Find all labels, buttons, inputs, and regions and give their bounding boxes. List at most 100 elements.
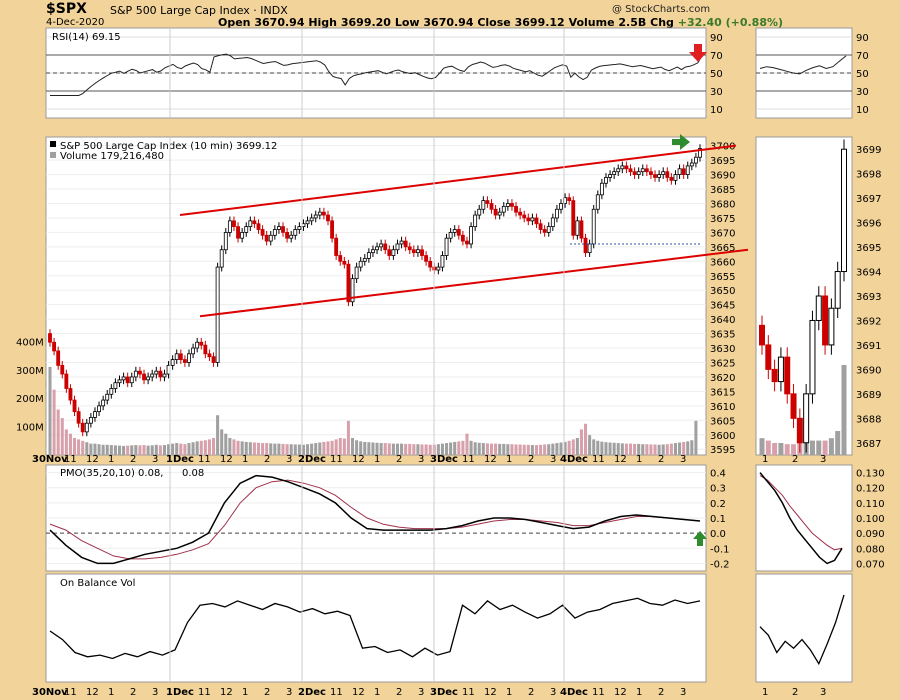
candle-body bbox=[653, 174, 657, 178]
volume-bar bbox=[367, 442, 371, 455]
pmo-right-axis-label: 0.130 bbox=[856, 469, 885, 480]
volume-bar bbox=[122, 445, 126, 455]
right-volume-bar bbox=[835, 431, 841, 455]
candle-body bbox=[121, 376, 126, 381]
volume-bar bbox=[477, 442, 481, 455]
price-axis-label: 3625 bbox=[710, 358, 735, 369]
volume-bar bbox=[350, 437, 355, 455]
red-down-arrow-icon bbox=[689, 44, 707, 62]
pmo-axis-label: 0.4 bbox=[710, 469, 726, 480]
x-axis-label: 3 bbox=[286, 454, 292, 465]
right-candle-body bbox=[809, 319, 816, 395]
volume-bar bbox=[338, 437, 342, 455]
candle-body bbox=[698, 148, 702, 158]
volume-bar bbox=[579, 429, 583, 455]
candle-body bbox=[252, 220, 257, 225]
volume-bar bbox=[216, 415, 220, 455]
candle-body bbox=[640, 168, 645, 173]
volume-bar bbox=[240, 441, 244, 455]
volume-bar bbox=[624, 443, 628, 455]
volume-bar bbox=[211, 437, 216, 455]
candle-body bbox=[317, 211, 322, 216]
right-x-axis-label: 3 bbox=[820, 454, 826, 465]
volume-bar bbox=[179, 443, 183, 455]
candle-body bbox=[236, 226, 240, 239]
candle-body bbox=[481, 200, 486, 210]
volume-bar bbox=[485, 443, 489, 455]
pmo-axis-label: 0.0 bbox=[710, 529, 726, 540]
volume-bar bbox=[158, 445, 162, 455]
candle-body bbox=[289, 234, 294, 239]
volume-bar bbox=[428, 444, 432, 455]
candle-body bbox=[256, 223, 261, 230]
candle-body bbox=[101, 399, 106, 407]
volume-bar bbox=[171, 443, 175, 455]
low-label: Low bbox=[394, 16, 420, 29]
candle-body bbox=[514, 205, 518, 213]
volume-bar bbox=[416, 444, 420, 455]
right-price-axis-label: 3692 bbox=[856, 316, 881, 327]
volume-bar bbox=[379, 443, 383, 455]
x-axis-label-bottom: 11 bbox=[592, 687, 605, 698]
x-axis-label-bottom: 30Nov bbox=[32, 687, 68, 698]
candle-body bbox=[76, 411, 81, 424]
volume-bar bbox=[191, 442, 195, 455]
right-volume-bar bbox=[822, 440, 828, 455]
x-axis-label: 30Nov bbox=[32, 454, 68, 465]
volume-bar bbox=[134, 445, 138, 455]
candle-body bbox=[342, 260, 347, 265]
candle-body bbox=[223, 231, 228, 251]
x-axis-label: 2 bbox=[528, 454, 534, 465]
x-axis-label: 2Dec bbox=[298, 454, 326, 465]
x-axis-label-bottom: 1 bbox=[374, 687, 380, 698]
candle-body bbox=[350, 278, 355, 303]
x-axis-label-bottom: 3 bbox=[286, 687, 292, 698]
green-up-arrow-icon bbox=[693, 531, 707, 546]
x-axis-label: 11 bbox=[64, 454, 77, 465]
price-panel bbox=[45, 136, 707, 456]
volume-bar bbox=[645, 444, 649, 455]
right-volume-bar bbox=[784, 444, 790, 455]
right-price-axis-label: 3693 bbox=[856, 292, 881, 303]
candle-body bbox=[579, 220, 584, 239]
candle-body bbox=[338, 255, 343, 262]
volume-bar bbox=[236, 440, 240, 455]
volume-bar bbox=[596, 440, 600, 455]
volume-bar bbox=[469, 440, 473, 455]
candle-body bbox=[142, 373, 146, 381]
candle-body bbox=[84, 422, 89, 433]
pmo-axis-label: 0.2 bbox=[710, 499, 726, 510]
candle-body bbox=[448, 231, 453, 239]
volume-bar bbox=[64, 429, 68, 455]
x-axis-label-bottom: 11 bbox=[330, 687, 343, 698]
candle-body bbox=[522, 214, 527, 219]
volume-bar bbox=[375, 442, 379, 455]
volume-bar bbox=[522, 444, 526, 455]
volume-bar bbox=[252, 442, 256, 455]
candle-body bbox=[174, 353, 179, 360]
right-candle-body bbox=[822, 295, 829, 346]
candle-body bbox=[420, 249, 424, 256]
high-value: 3699.20 bbox=[340, 16, 391, 29]
candle-body bbox=[129, 376, 134, 384]
candle-body bbox=[411, 249, 416, 254]
candle-body bbox=[591, 208, 596, 245]
x-axis-label: 1 bbox=[506, 454, 512, 465]
volume-bar bbox=[534, 445, 539, 455]
candle-body bbox=[293, 229, 298, 236]
candle-body bbox=[60, 364, 65, 375]
candle-body bbox=[244, 226, 249, 233]
volume-bar bbox=[514, 444, 518, 455]
x-axis-label: 11 bbox=[592, 454, 605, 465]
x-axis-label-bottom: 4Dec bbox=[560, 687, 588, 698]
x-axis-label: 3Dec bbox=[430, 454, 458, 465]
volume-bar bbox=[489, 443, 494, 455]
candle-body bbox=[489, 203, 494, 210]
pmo-axis-label: 0.3 bbox=[710, 484, 726, 495]
volume-bar bbox=[207, 439, 211, 455]
low-value: 3670.94 bbox=[423, 16, 474, 29]
volume-bar bbox=[673, 443, 677, 455]
volume-bar bbox=[228, 437, 232, 455]
volume-bar bbox=[555, 443, 559, 455]
price-axis-label: 3675 bbox=[710, 214, 735, 225]
